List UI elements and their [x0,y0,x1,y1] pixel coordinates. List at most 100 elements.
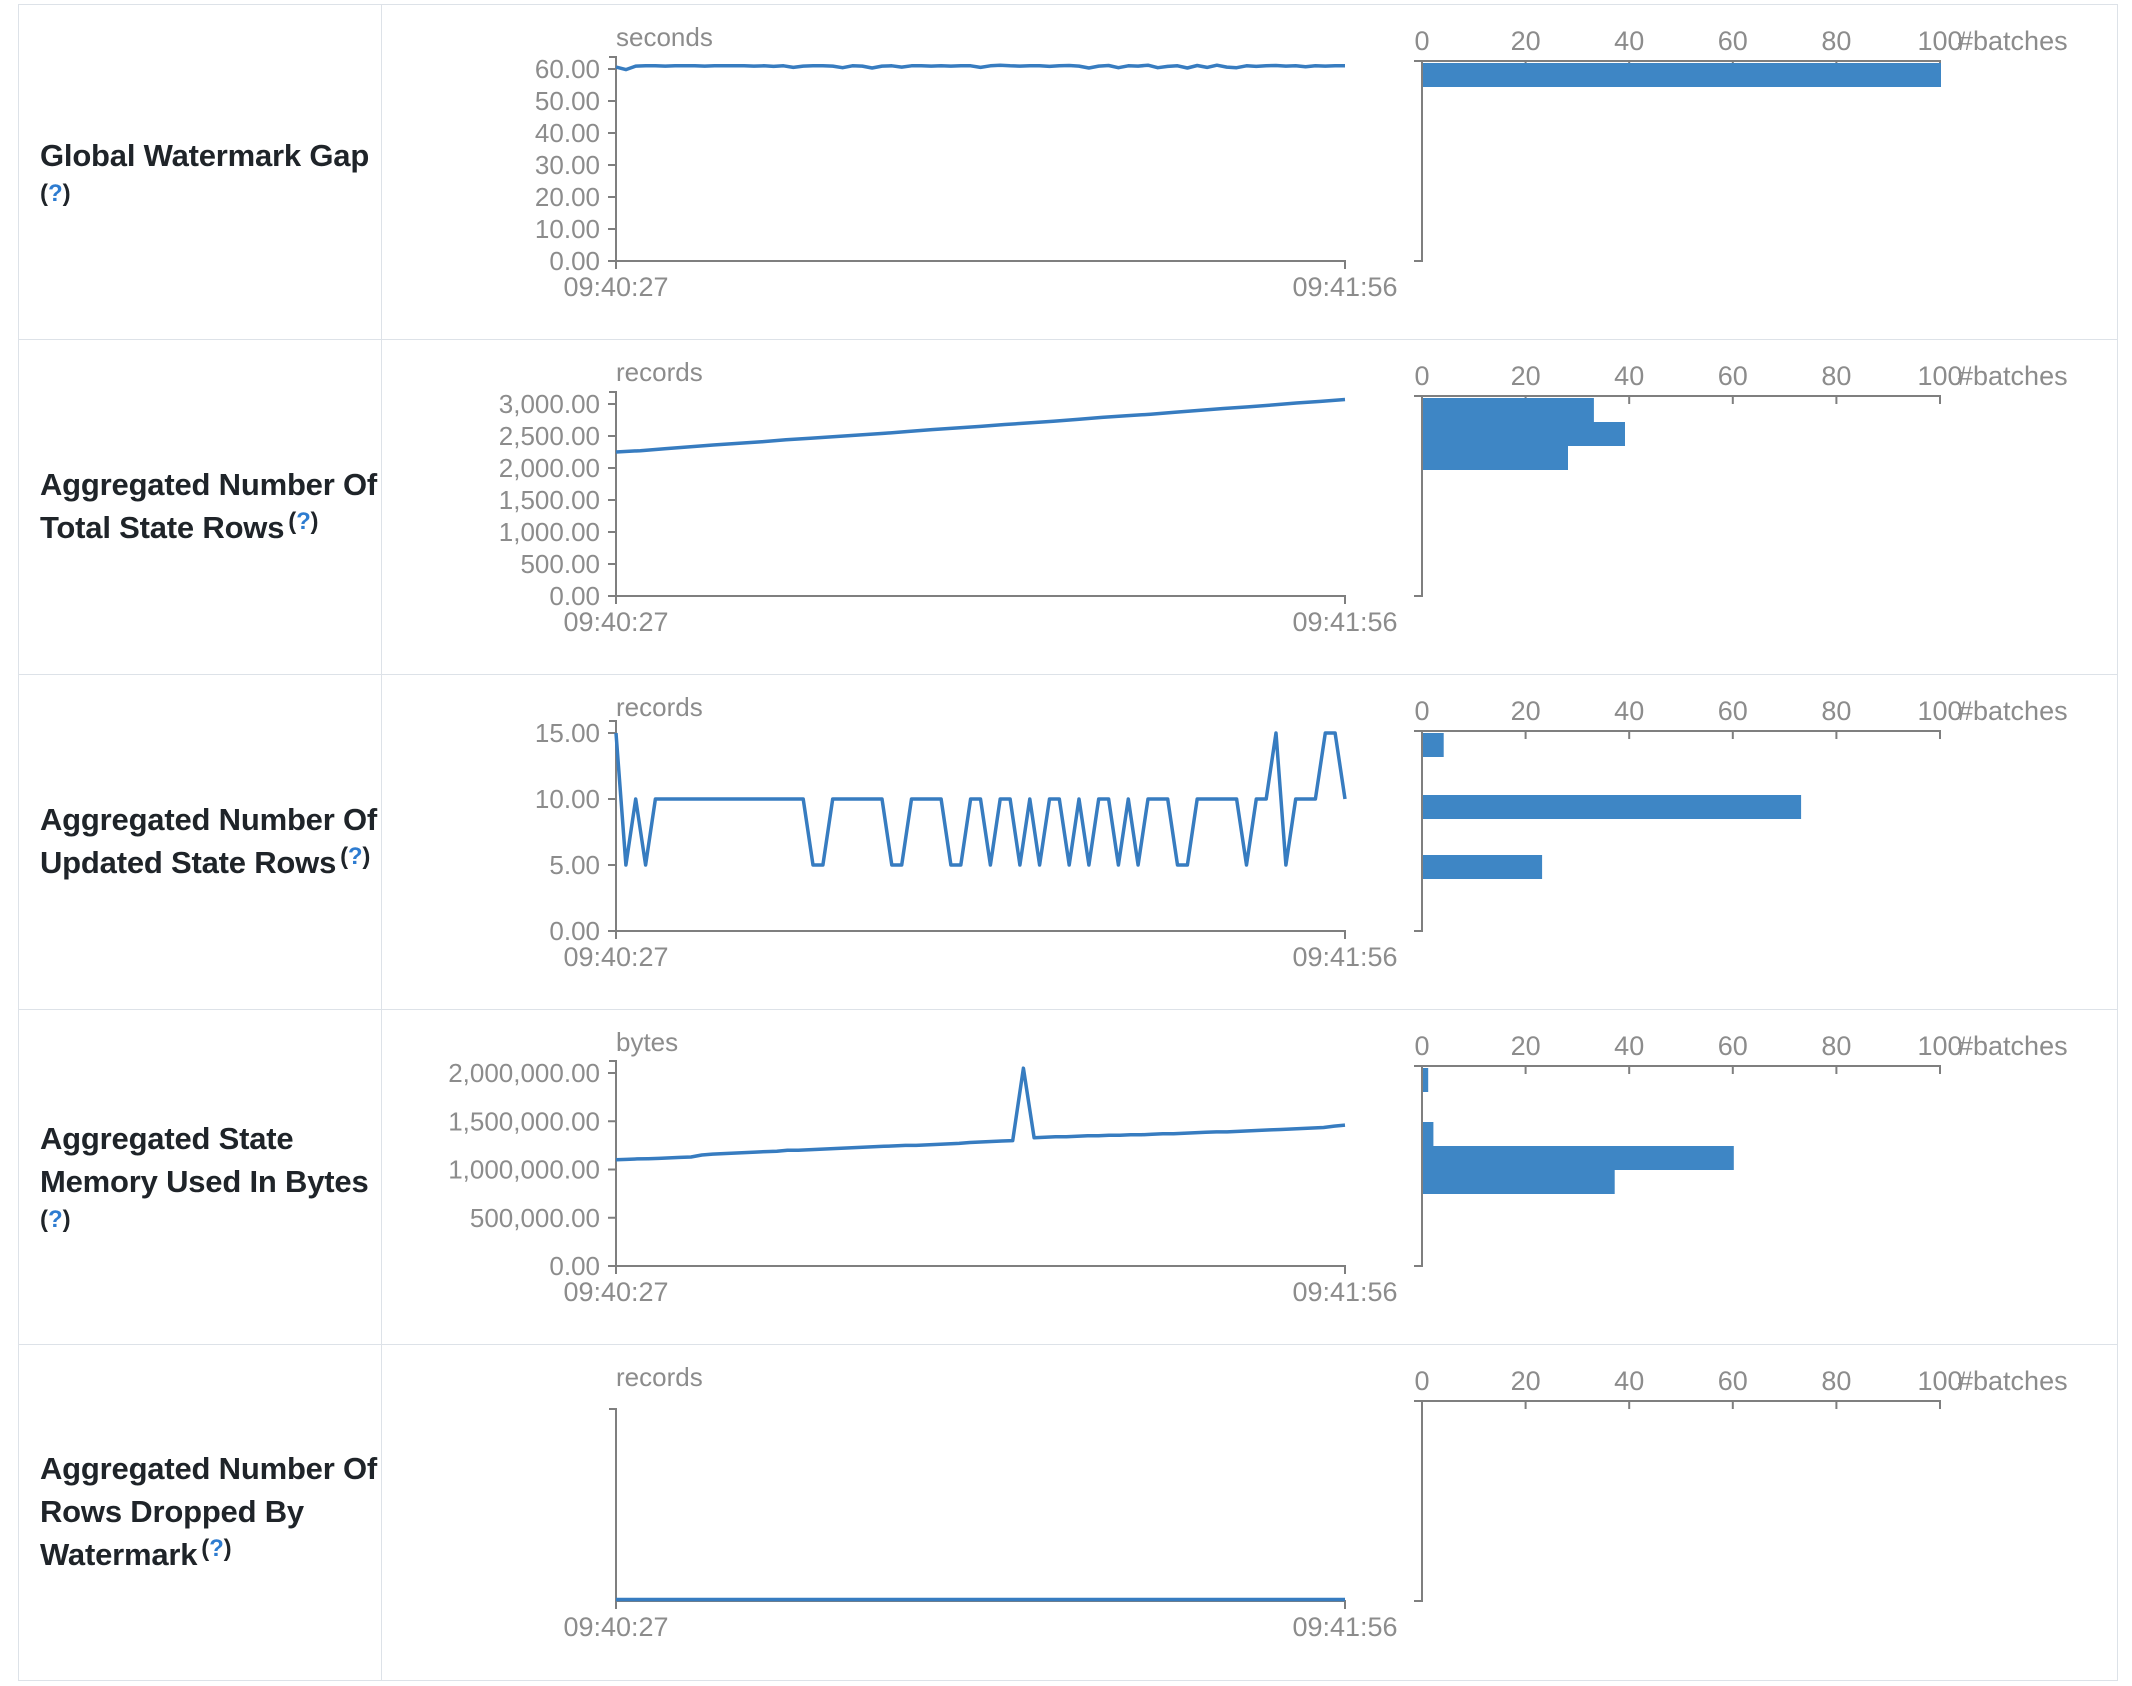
y-axis-tick-label: 15.00 [535,718,600,748]
histogram-x-axis-tick-label: 60 [1718,26,1748,56]
histogram-y-axis-line [1414,730,1423,932]
y-axis-line [609,1060,617,1266]
row-label-text: Aggregated State [40,1121,294,1156]
y-axis-tick-label: 0.00 [549,581,600,611]
histogram-x-axis-tick-label: 60 [1718,1366,1748,1396]
metric-row-aggregated-rows-dropped-by-watermark: Aggregated Number Of Rows Dropped By Water… [19,1345,2117,1680]
question-mark-icon[interactable]: ? [48,179,63,207]
streaming-metrics-table: Global Watermark Gap (?) seconds 60.00 50.00… [18,4,2118,1681]
metric-label-global-watermark-gap: Global Watermark Gap (?) [19,5,382,339]
question-mark-icon[interactable]: ? [347,842,363,870]
histogram-y-axis-line [1414,395,1423,597]
histogram-x-axis-tick-label: 80 [1821,1031,1851,1061]
histogram-bar [1423,1068,1429,1092]
metric-row-aggregated-state-memory: Aggregated State Memory Used In Bytes (?) b… [19,1010,2117,1345]
y-axis-line [609,56,617,261]
x-axis-end-label: 09:41:56 [1292,1277,1397,1307]
y-axis-tick-label: 500.00 [520,549,600,579]
x-axis-line [615,930,1346,939]
timeline-chart: records 3,000.002,500.002,000.001,500.001… [499,357,1398,637]
histogram-x-axis-tick-label: 0 [1414,361,1429,391]
histogram-x-axis-tick-label: 80 [1821,696,1851,726]
help-link[interactable]: (?) [340,842,371,870]
y-axis-tick-label: 3,000.00 [499,389,600,419]
chart-cell-aggregated-total-state-rows: records 3,000.00 2,500.00 2,000.00 1,500.00 1… [382,340,2117,674]
chart-cell-global-watermark-gap: seconds 60.00 50.00 40.00 30.00 20.00 10.00 0.0… [382,5,2117,339]
row-label-text: Aggregated Number Of [40,1450,378,1486]
histogram-bar [1423,422,1625,446]
y-axis-tick-label: 1,000,000.00 [448,1155,600,1185]
histogram-bar [1423,733,1444,757]
histogram-x-axis-tick-label: 100 [1917,26,1962,56]
histogram-x-axis-tick-label: 20 [1511,26,1541,56]
histogram-bar [1423,63,1941,87]
histogram-x-axis-tick-label: 80 [1821,361,1851,391]
question-mark-icon[interactable]: ? [48,1206,63,1233]
row-label-text: Updated State Rows [40,844,337,880]
help-link[interactable]: (?) [288,507,319,535]
help-link[interactable]: (?) [201,1534,232,1562]
y-axis-tick-label: 1,000.00 [499,517,600,547]
histogram-bar [1423,1122,1434,1146]
histogram-x-axis-tick-label: 20 [1511,1031,1541,1061]
x-axis-end-label: 09:41:56 [1292,1612,1397,1642]
row-label-line: Aggregated Number Of [40,798,381,841]
histogram-y-axis-line [1414,60,1423,262]
metric-label-aggregated-updated-state-rows: Aggregated Number Of Updated State Rows (?… [19,675,382,1009]
y-axis-tick-label: 1,500.00 [499,485,600,515]
y-axis-tick-label: 500,000.00 [470,1203,600,1233]
question-mark-icon[interactable]: ? [209,1534,224,1562]
row-label-text: Aggregated Number Of [40,466,378,502]
histogram-bar [1423,398,1594,422]
histogram-x-axis-tick-label: 60 [1718,696,1748,726]
histogram-bar [1423,855,1543,879]
metric-label-aggregated-state-memory: Aggregated State Memory Used In Bytes (?) [19,1010,382,1344]
row-label-line: Watermark (?) [40,1533,381,1579]
metric-row-aggregated-updated-state-rows: Aggregated Number Of Updated State Rows (?… [19,675,2117,1010]
histogram-unit-label: #batches [1958,1366,2068,1396]
histogram-x-axis-line [1421,730,1941,739]
row-label-line: Aggregated Number Of [40,463,381,506]
chart-cell-aggregated-rows-dropped-by-watermark: records 09:40:27 09:41:56 0 20 40 60 80 100 #batc… [382,1345,2117,1680]
y-axis-line [609,391,617,596]
help-link[interactable]: (?) [40,1206,71,1233]
x-axis-start-label: 09:40:27 [563,942,668,972]
histogram-x-axis-tick-label: 100 [1917,1031,1962,1061]
histogram-x-axis-tick-label: 100 [1917,1366,1962,1396]
x-axis-end-label: 09:41:56 [1292,272,1397,302]
charts-svg-aggregated-state-memory: bytes 2,000,000.00 1,500,000.00 1,000,000.0… [448,1027,2068,1307]
histogram-x-axis-tick-label: 0 [1414,1366,1429,1396]
histogram-x-axis-tick-label: 80 [1821,26,1851,56]
x-axis-end-label: 09:41:56 [1292,607,1397,637]
y-axis-tick-label: 2,500.00 [499,421,600,451]
histogram-x-axis-tick-label: 20 [1511,361,1541,391]
histogram-x-axis-tick-label: 20 [1511,696,1541,726]
charts-svg-aggregated-rows-dropped-by-watermark: records 09:40:27 09:41:56 0 20 40 60 80 100#batc… [563,1362,2068,1642]
row-label-line: Aggregated Number Of [40,1447,381,1490]
y-axis-tick-label: 0.00 [549,916,600,946]
histogram-unit-label: #batches [1958,26,2068,56]
histogram-unit-label: #batches [1958,1031,2068,1061]
help-link[interactable]: (?) [40,179,71,207]
y-axis-tick-label: 1,500,000.00 [448,1106,600,1136]
y-axis-tick-label: 40.00 [535,118,600,148]
row-label-text: Rows Dropped By [40,1493,304,1529]
row-label-line: Aggregated State [40,1117,381,1160]
row-label-text: Total State Rows [40,509,285,545]
histogram-bar [1423,1170,1615,1194]
row-label-line: Rows Dropped By [40,1490,381,1533]
y-axis-unit-label: bytes [616,1027,678,1057]
timeline-chart: records 09:40:27 09:41:56 [563,1362,1397,1642]
y-axis-line [609,720,617,931]
histogram-bar [1423,1146,1734,1170]
x-axis-line [615,1265,1346,1274]
metric-label-aggregated-total-state-rows: Aggregated Number Of Total State Rows (?) [19,340,382,674]
histogram-x-axis-tick-label: 100 [1917,696,1962,726]
x-axis-line [615,1600,1346,1609]
histogram-x-axis-tick-label: 60 [1718,1031,1748,1061]
x-axis-end-label: 09:41:56 [1292,942,1397,972]
x-axis-start-label: 09:40:27 [563,272,668,302]
question-mark-icon[interactable]: ? [296,507,311,535]
y-axis-tick-label: 2,000.00 [499,453,600,483]
row-label-line: Updated State Rows (?) [40,841,381,887]
